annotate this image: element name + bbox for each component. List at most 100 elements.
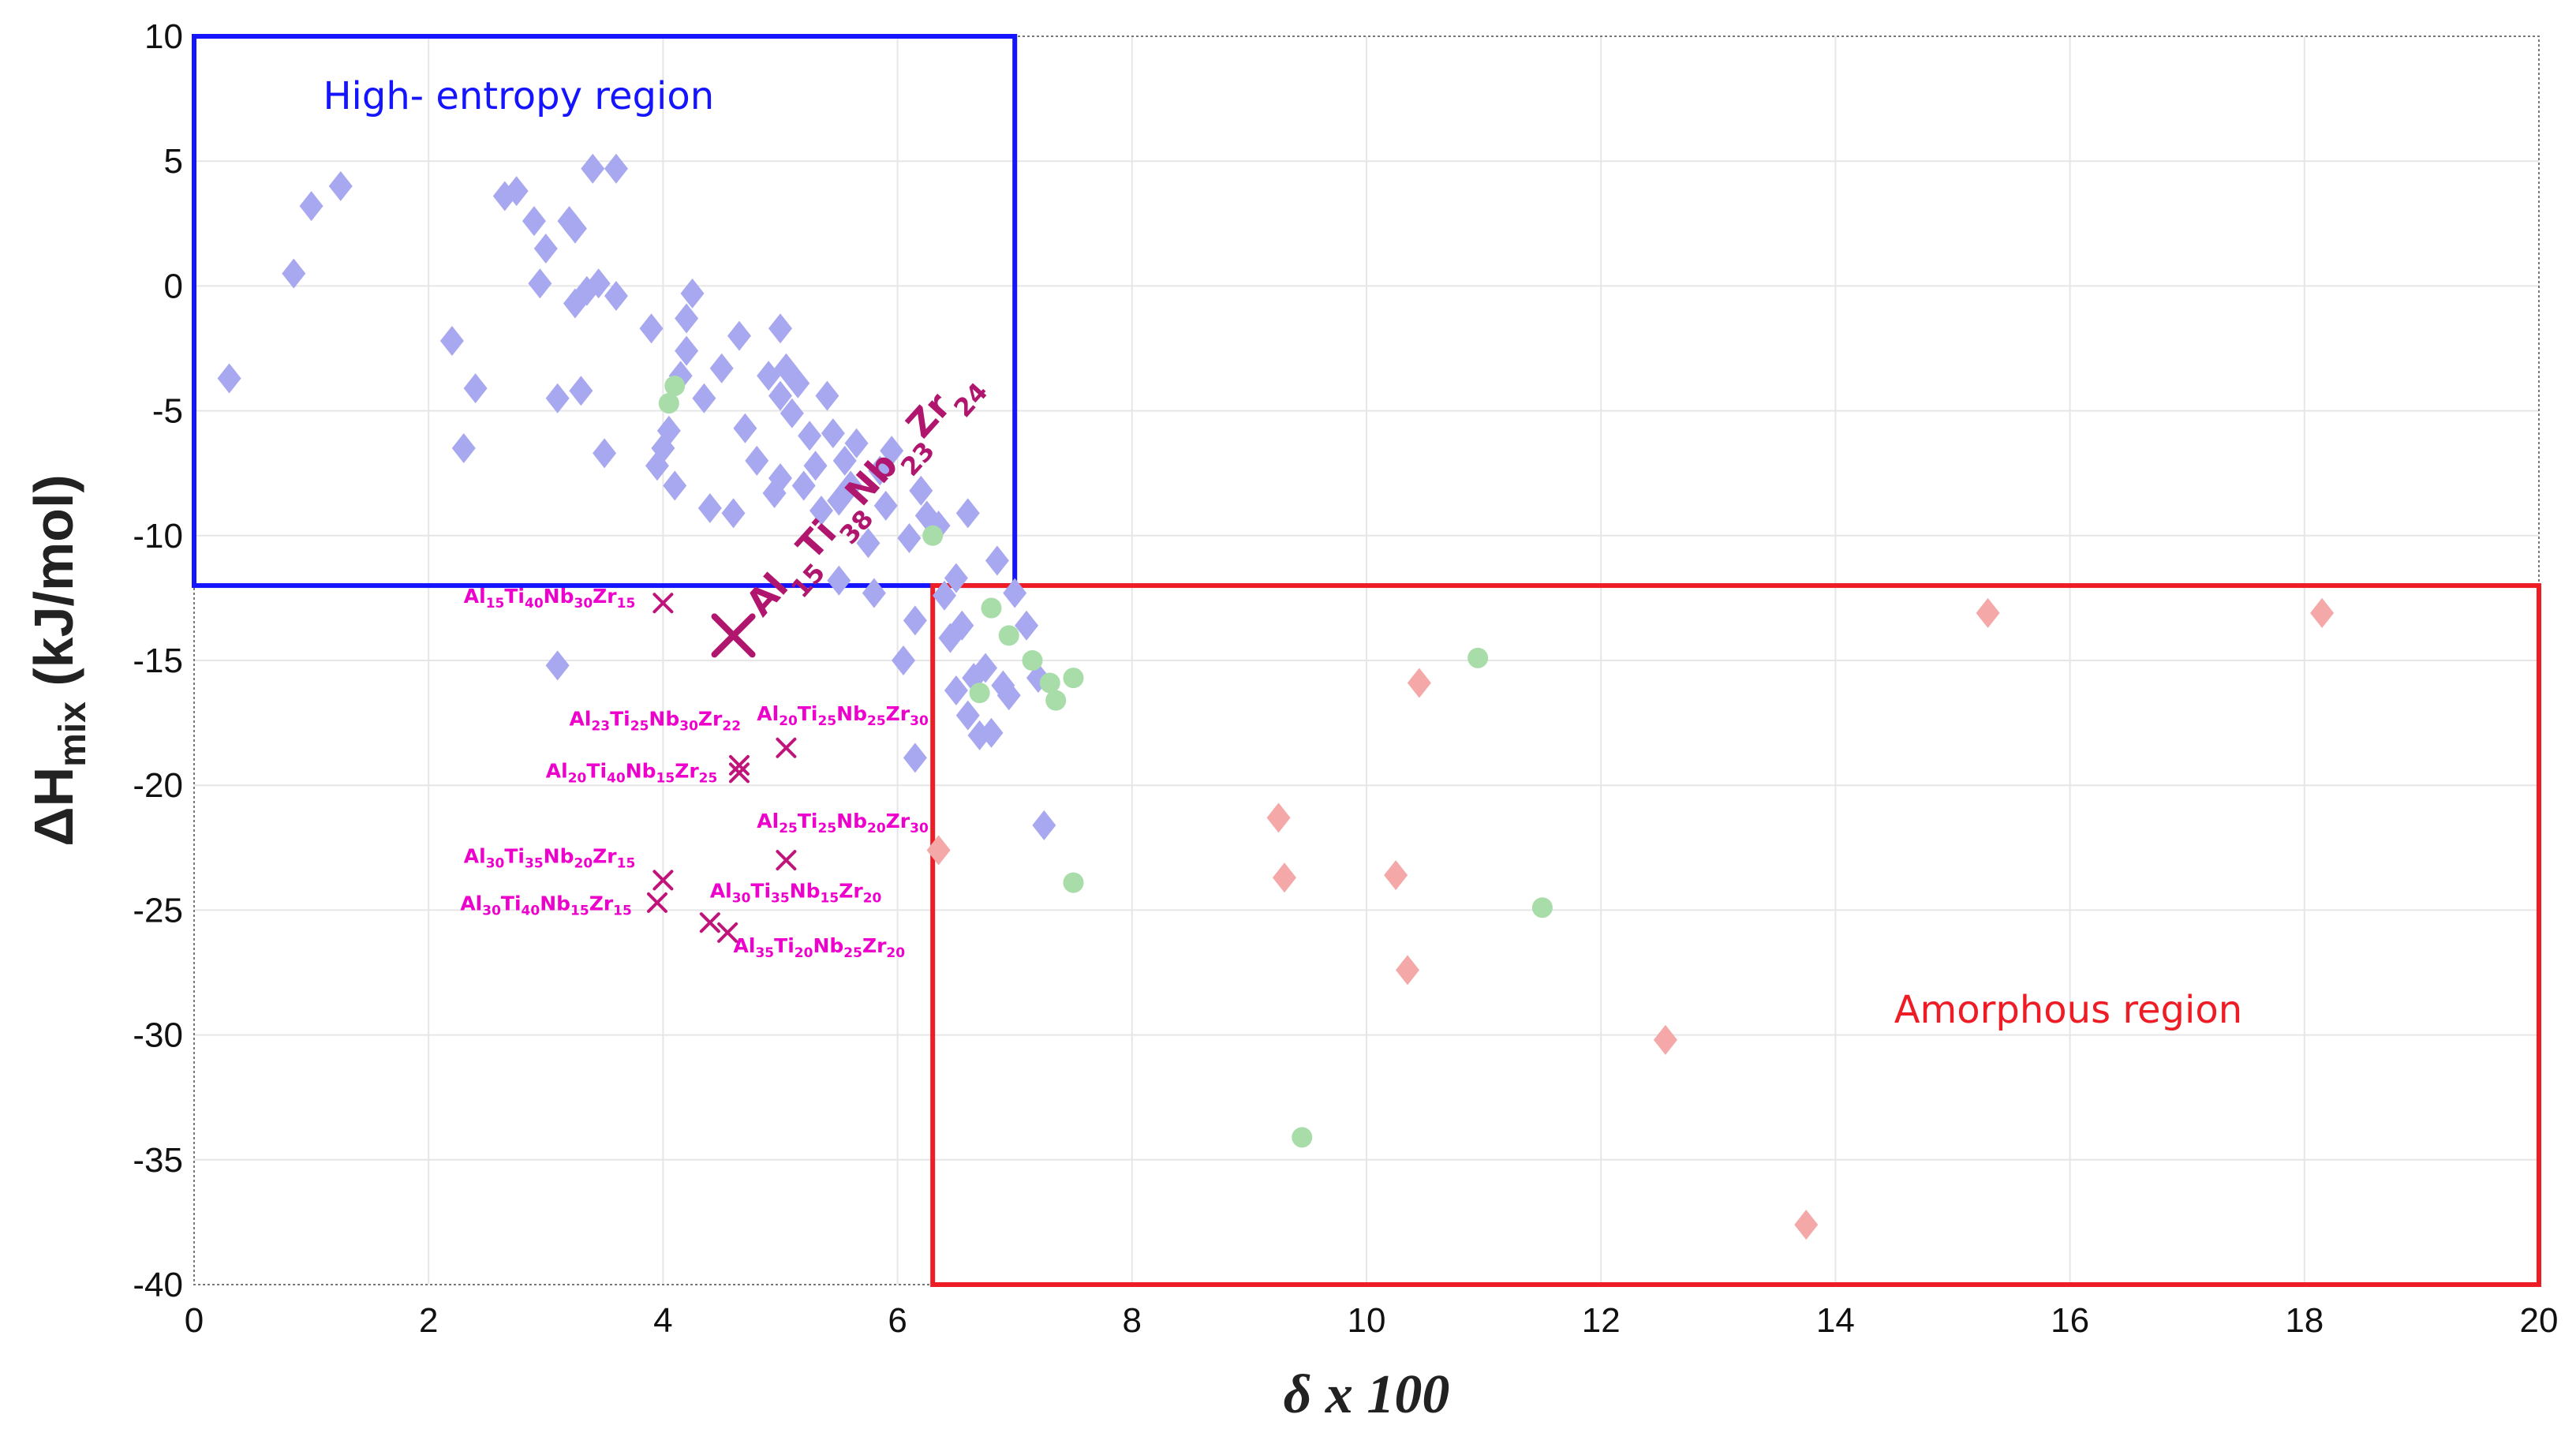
diamond-point (944, 563, 968, 593)
y-tick-label: -10 (133, 517, 183, 556)
alloy-marker (776, 737, 797, 758)
y-tick-label: -20 (133, 766, 183, 805)
diamond-point (944, 675, 968, 705)
diamond-point (692, 383, 716, 413)
alloy-marker (646, 892, 667, 913)
diamond-point (697, 492, 722, 523)
diamond-point (680, 278, 705, 309)
diamond-point (533, 233, 558, 264)
diamond-point (873, 490, 898, 521)
diamond-point (675, 335, 699, 366)
x-tick-label: 16 (2051, 1301, 2089, 1340)
alloy-marker (652, 870, 674, 891)
circle-point (1467, 647, 1489, 668)
diamond-point (504, 176, 529, 207)
diamond-point (955, 498, 980, 529)
diamond-point (1003, 578, 1027, 608)
hea-region-label: High- entropy region (323, 74, 714, 118)
alloy-marker (717, 922, 738, 943)
x-tick-label: 10 (1348, 1301, 1386, 1340)
diamond-point (675, 303, 699, 334)
diamond-point (1407, 668, 1431, 698)
diamond-point (933, 580, 957, 611)
diamond-point (451, 433, 476, 464)
diamond-point (985, 545, 1009, 576)
diamond-point (768, 313, 792, 344)
diamond-point (815, 380, 839, 411)
y-tick-label: 5 (164, 142, 183, 181)
circle-point (969, 683, 990, 704)
y-tick-label: 0 (164, 267, 183, 305)
x-axis-title: δ x 100 (1284, 1364, 1450, 1425)
alloy-marker (652, 593, 674, 614)
x-tick-label: 18 (2285, 1301, 2324, 1340)
diamond-point (868, 455, 892, 486)
diamond-point (1266, 802, 1291, 833)
diamond-point (809, 496, 834, 526)
diamond-point (844, 428, 869, 458)
diamond-point (974, 653, 998, 683)
x-tick-label: 4 (653, 1301, 672, 1340)
diamond-point (727, 320, 751, 351)
diamond-point (1976, 597, 2000, 628)
diamond-point (950, 610, 974, 641)
x-tick-label: 14 (1816, 1301, 1855, 1340)
x-tick-label: 20 (2520, 1301, 2559, 1340)
y-tick-label: 10 (144, 17, 183, 56)
alloy-label: Al20​Ti25​Nb25​Zr30​ (757, 702, 929, 729)
diamond-point (745, 445, 769, 476)
diamond-point (639, 313, 664, 344)
diamond-point (604, 153, 628, 184)
diamond-point (604, 281, 628, 312)
diamond-point (862, 578, 886, 608)
circle-point (1292, 1127, 1313, 1148)
diamond-point (903, 605, 927, 636)
diamond-point (721, 498, 746, 529)
diamond-point (282, 258, 306, 289)
alloy-label: Al30​Ti35​Nb20​Zr15​ (464, 844, 636, 871)
diamond-point (581, 153, 605, 184)
diamond-point (733, 413, 757, 443)
diamond-point (328, 170, 353, 201)
region-boxes: High- entropy region Amorphous region (192, 34, 2541, 1287)
y-tick-label: -15 (133, 642, 183, 680)
x-tick-label: 2 (419, 1301, 438, 1340)
x-tick-label: 8 (1123, 1301, 1142, 1340)
diamond-point (563, 213, 587, 244)
diamond-point (821, 418, 845, 449)
diamond-point (545, 650, 570, 681)
circle-point (1022, 650, 1043, 671)
diamond-point (545, 383, 570, 413)
grid-lines (194, 36, 2539, 1285)
circle-point (1039, 672, 1060, 694)
diamond-point (832, 445, 857, 476)
diamond-point (996, 680, 1021, 711)
alloy-marker (776, 850, 797, 871)
diamond-point (1653, 1024, 1677, 1055)
diamond-point (926, 835, 951, 866)
diamond-point (897, 522, 922, 553)
diamond-point (979, 717, 1004, 748)
diamond-point (892, 645, 916, 675)
data-points (217, 153, 2335, 1240)
diamond-point (656, 415, 681, 446)
y-tick-label: -30 (133, 1016, 183, 1055)
diamond-point (1384, 860, 1408, 891)
amorphous-box (930, 583, 2541, 1287)
diamond-point (786, 368, 810, 398)
diamond-point (791, 470, 816, 501)
x-tick-label: 0 (185, 1301, 204, 1340)
diamond-point (528, 268, 552, 299)
x-tick-label: 6 (888, 1301, 907, 1340)
diamond-point (955, 700, 980, 731)
diamond-point (522, 206, 546, 237)
diamond-point (463, 373, 488, 404)
alloy-label: Al30​Ti35​Nb15​Zr20​ (710, 880, 882, 907)
circle-point (1063, 668, 1084, 689)
diamond-point (839, 470, 863, 501)
circle-point (1063, 872, 1084, 893)
circle-point (658, 393, 679, 414)
diamond-point (768, 380, 792, 411)
amorphous-region-label: Amorphous region (1894, 988, 2242, 1032)
